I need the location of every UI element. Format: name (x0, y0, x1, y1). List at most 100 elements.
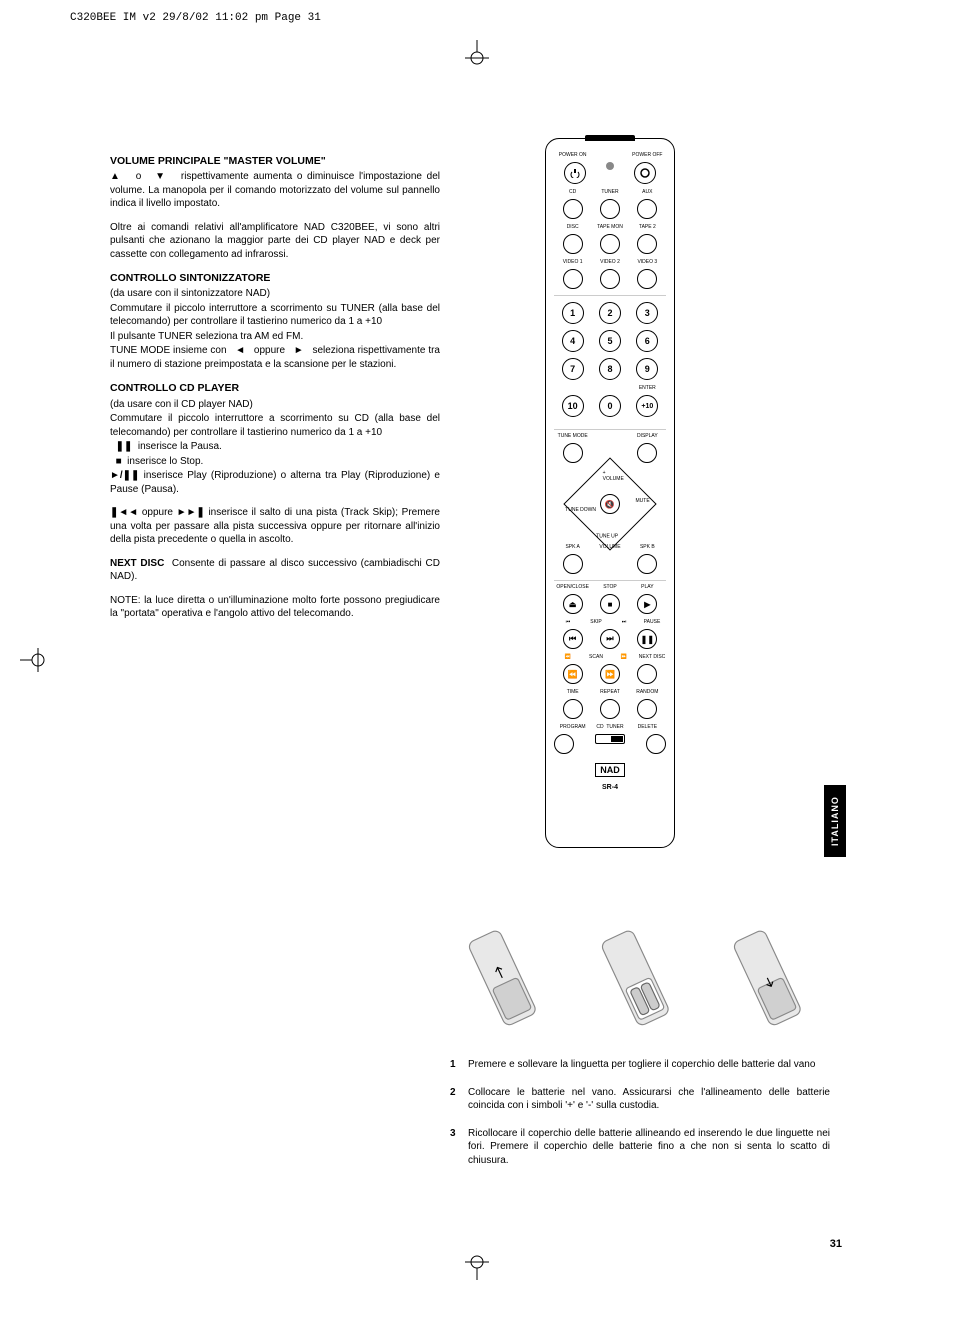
pause-text: inserisce la Pausa. (138, 441, 222, 452)
lbl-disc: DISC (554, 225, 591, 230)
lbl-spka: SPK A (554, 545, 591, 550)
btn-power-off[interactable] (634, 162, 656, 184)
lbl-power-off: POWER OFF (629, 153, 666, 158)
section1-title: VOLUME PRINCIPALE "MASTER VOLUME" (110, 154, 440, 168)
btn-disc[interactable] (563, 234, 583, 254)
btn-5[interactable]: 5 (599, 330, 621, 352)
nad-logo: NAD (554, 760, 666, 778)
btn-cd[interactable] (563, 199, 583, 219)
lbl-scan: SCAN (582, 655, 610, 660)
btn-tuner[interactable] (600, 199, 620, 219)
step2-num: 2 (450, 1086, 468, 1113)
btn-scanb[interactable]: ⏪ (563, 664, 583, 684)
btn-power-on[interactable] (564, 162, 586, 184)
btn-tunemode[interactable] (563, 443, 583, 463)
section3-sub: (da usare con il CD player NAD) (110, 398, 440, 412)
step3-text: Ricollocare il coperchio delle batterie … (468, 1127, 830, 1168)
lbl-tapemon: TAPE MON (591, 225, 628, 230)
crop-mark-bottom (462, 1250, 492, 1280)
step3-num: 3 (450, 1127, 468, 1168)
lbl-pause: PAUSE (638, 620, 666, 625)
battery-step-3: 3Ricollocare il coperchio delle batterie… (450, 1127, 830, 1168)
btn-program[interactable] (554, 734, 574, 754)
btn-1[interactable]: 1 (562, 302, 584, 324)
lbl-mute: MUTE (635, 498, 649, 504)
btn-10[interactable]: 10 (562, 395, 584, 417)
btn-v1[interactable] (563, 269, 583, 289)
lbl-repeat: REPEAT (591, 690, 628, 695)
btn-mute[interactable]: 🔇 (596, 490, 624, 518)
btn-tape2[interactable] (637, 234, 657, 254)
btn-tapemon[interactable] (600, 234, 620, 254)
lbl-v3: VIDEO 3 (629, 260, 666, 265)
lbl-power-on: POWER ON (554, 153, 591, 158)
numpad: 123 456 789 ENTER 100+10 (554, 295, 666, 430)
battery-illustration (450, 910, 830, 1040)
btn-random[interactable] (637, 699, 657, 719)
section3-title: CONTROLLO CD PLAYER (110, 381, 440, 395)
skip-fwd-icon: ►►❚ (177, 507, 205, 518)
lbl-cd: CD (554, 190, 591, 195)
lbl-tape2: TAPE 2 (629, 225, 666, 230)
btn-play[interactable]: ▶ (637, 594, 657, 614)
s2p3a: TUNE MODE insieme con (110, 345, 227, 356)
text-column: VOLUME PRINCIPALE "MASTER VOLUME" ▲ o ▼ … (110, 154, 440, 631)
section2-p2: Il pulsante TUNER seleziona tra AM ed FM… (110, 330, 440, 344)
lbl-tuner: TUNER (591, 190, 628, 195)
btn-delete[interactable] (646, 734, 666, 754)
btn-pause[interactable]: ❚❚ (637, 629, 657, 649)
lbl-time: TIME (554, 690, 591, 695)
btn-v2[interactable] (600, 269, 620, 289)
play-pause-icon: ►/❚❚ (110, 470, 139, 481)
btn-skipf[interactable]: ⏭ (600, 629, 620, 649)
lbl-open: OPEN/CLOSE (554, 585, 591, 590)
btn-7[interactable]: 7 (562, 358, 584, 380)
stop-line: ■ inserisce lo Stop. (110, 455, 440, 469)
btn-v3[interactable] (637, 269, 657, 289)
play-line: ►/❚❚ inserisce Play (Riproduzione) o alt… (110, 469, 440, 496)
btn-open[interactable]: ⏏ (563, 594, 583, 614)
btn-stop[interactable]: ■ (600, 594, 620, 614)
btn-spkb[interactable] (637, 554, 657, 574)
btn-scanf[interactable]: ⏩ (600, 664, 620, 684)
lbl-stop: STOP (591, 585, 628, 590)
crop-mark-top (462, 40, 492, 70)
btn-spka[interactable] (563, 554, 583, 574)
btn-time[interactable] (563, 699, 583, 719)
section2-title: CONTROLLO SINTONIZZATORE (110, 271, 440, 285)
btn-6[interactable]: 6 (636, 330, 658, 352)
next-disc-label: NEXT DISC (110, 558, 164, 569)
section3-p1: Commutare il piccolo interruttore a scor… (110, 412, 440, 439)
transport-section: OPEN/CLOSESTOPPLAY ⏏■▶ ⏮SKIP⏭PAUSE ⏮⏭❚❚ … (554, 580, 666, 754)
btn-3[interactable]: 3 (636, 302, 658, 324)
btn-2[interactable]: 2 (599, 302, 621, 324)
btn-repeat[interactable] (600, 699, 620, 719)
lbl-v2: VIDEO 2 (591, 260, 628, 265)
stop-icon: ■ (116, 456, 122, 467)
btn-p10[interactable]: +10 (636, 395, 658, 417)
cd-tuner-switch[interactable] (595, 734, 625, 744)
skip-line: ❚◄◄ oppure ►►❚ inserisce il salto di una… (110, 506, 440, 547)
btn-aux[interactable] (637, 199, 657, 219)
triangle-right-icon: ► (294, 345, 304, 356)
btn-8[interactable]: 8 (599, 358, 621, 380)
lbl-aux: AUX (629, 190, 666, 195)
triangle-up-icon: ▲ (110, 171, 122, 182)
battery-step-2: 2Collocare le batterie nel vano. Assicur… (450, 1086, 830, 1113)
lbl-play: PLAY (629, 585, 666, 590)
btn-4[interactable]: 4 (562, 330, 584, 352)
btn-display[interactable] (637, 443, 657, 463)
lbl-tuneup: TUNE UP (596, 534, 618, 540)
btn-skipb[interactable]: ⏮ (563, 629, 583, 649)
volume-dpad[interactable]: 🔇 +VOLUME MUTE TUNE DOWN TUNE UP (563, 457, 656, 550)
step1-num: 1 (450, 1058, 468, 1072)
triangle-left-icon: ◄ (235, 345, 245, 356)
section2-p3: TUNE MODE insieme con ◄ oppure ► selezio… (110, 344, 440, 371)
lbl-v1: VIDEO 1 (554, 260, 591, 265)
next-disc-line: NEXT DISC Consente di passare al disco s… (110, 557, 440, 584)
lbl-delete: DELETE (629, 725, 666, 730)
btn-9[interactable]: 9 (636, 358, 658, 380)
btn-nextdisc[interactable] (637, 664, 657, 684)
triangle-down-icon: ▼ (155, 171, 167, 182)
btn-0[interactable]: 0 (599, 395, 621, 417)
